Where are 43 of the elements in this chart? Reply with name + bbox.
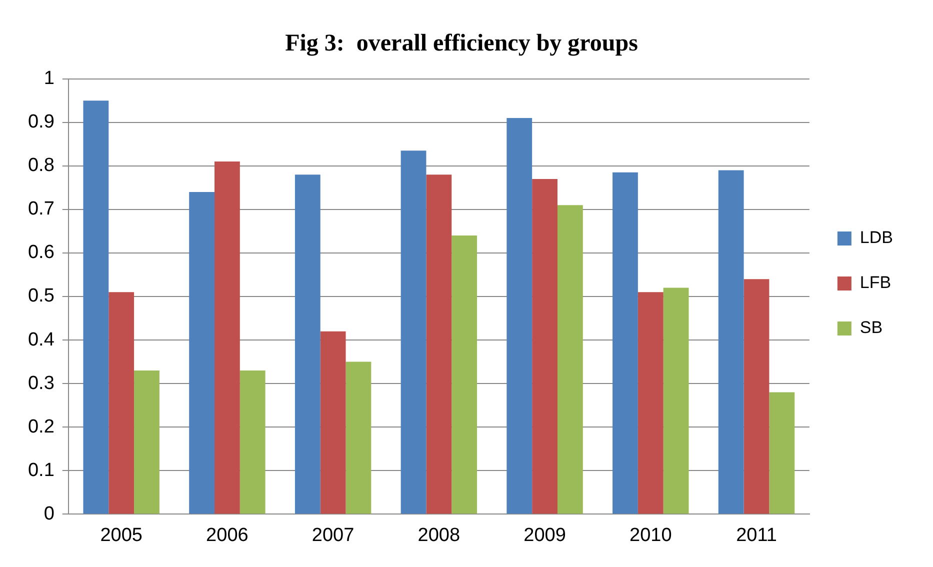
bar [506,118,532,514]
legend-label: SB [860,318,883,338]
y-tick-label: 0.2 [28,416,54,438]
bar [663,288,689,514]
y-tick-label: 0.9 [28,112,54,133]
bar [320,331,346,514]
bar [240,370,266,514]
y-tick-label: 0.4 [28,329,55,350]
x-tick-label: 2008 [418,524,460,546]
bar [83,100,109,514]
legend-label: LDB [860,228,894,248]
x-tick-label: 2006 [206,524,248,546]
x-tick-label: 2011 [736,524,777,546]
y-tick-label: 1 [44,68,54,90]
x-tick-label: 2005 [100,524,142,546]
bar [134,370,160,514]
chart-title: Fig 3: overall efficiency by groups [285,30,638,57]
bar [638,292,664,514]
x-tick-label: 2007 [312,524,354,546]
x-tick-label: 2009 [524,524,566,546]
y-tick-label: 0.1 [28,460,54,481]
y-tick-label: 0.8 [28,155,54,176]
bar [612,172,638,514]
bar [294,174,320,514]
bar [452,236,478,514]
legend-label: LFB [860,273,892,292]
bar [532,178,558,514]
y-tick-label: 0.3 [28,372,54,394]
y-tick-label: 0.5 [28,286,54,307]
bar [718,170,744,514]
bar [214,162,240,514]
bar [189,192,214,514]
x-tick-label: 2010 [630,524,672,546]
y-tick-label: 0.6 [28,242,54,264]
bar [108,292,134,514]
bar [557,205,583,514]
bar [744,279,770,514]
y-tick-label: 0.7 [28,198,54,220]
bar [426,174,452,514]
bar [346,362,372,514]
bar [769,392,795,514]
bar [400,150,426,514]
y-tick-label: 0 [44,503,54,524]
